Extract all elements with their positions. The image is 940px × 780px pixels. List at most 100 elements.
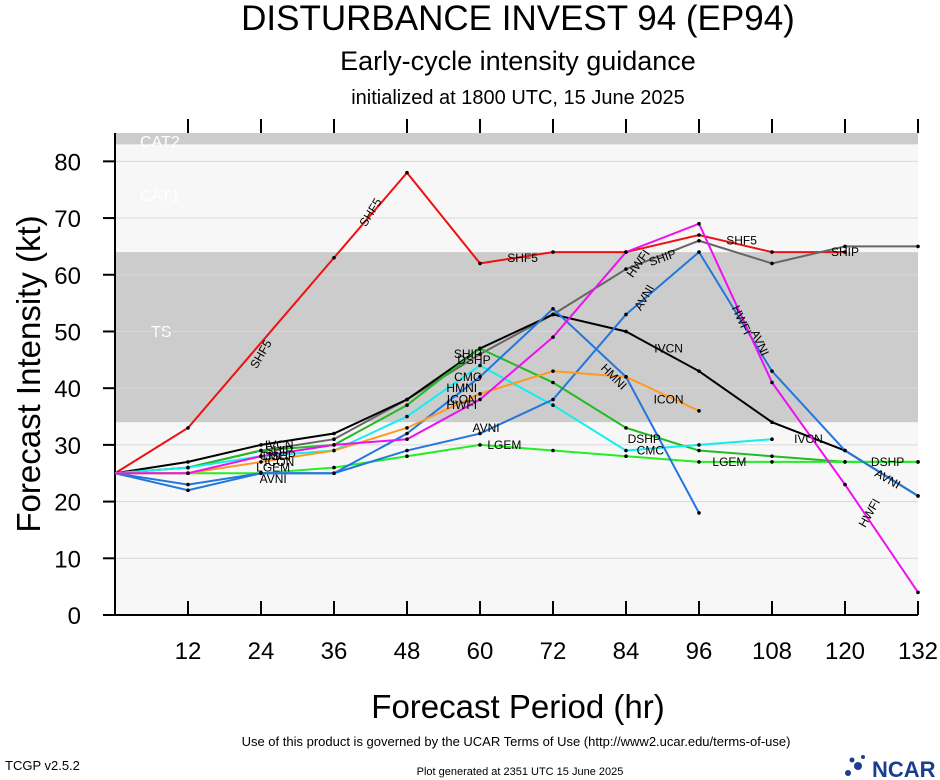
data-point (186, 488, 190, 493)
data-point (478, 392, 482, 396)
data-point (697, 460, 701, 464)
ncar-logo-text: NCAR (872, 757, 936, 780)
data-point (551, 369, 555, 373)
data-point (697, 250, 701, 254)
x-tick-label: 96 (686, 638, 713, 665)
data-point (478, 397, 482, 402)
data-point (624, 454, 628, 459)
data-point (186, 460, 190, 464)
series-label: DSHP (263, 449, 296, 463)
x-tick-label: 60 (467, 638, 494, 665)
data-point (916, 494, 920, 498)
series-label: ICON (654, 393, 684, 407)
data-point (405, 414, 409, 419)
y-tick-label: 20 (54, 490, 81, 517)
data-point (916, 460, 920, 464)
data-point (186, 482, 190, 487)
data-point (332, 443, 336, 447)
band-ts (115, 252, 918, 423)
data-point (551, 312, 555, 317)
data-point (259, 443, 263, 447)
data-point (478, 431, 482, 436)
data-point (478, 352, 482, 356)
band-cat1 (115, 144, 918, 253)
series-line-hwfi (115, 222, 919, 593)
series-line-shf5 (114, 171, 845, 475)
data-point (405, 403, 409, 407)
band-label-cat1: CAT1 (140, 188, 180, 205)
data-point (916, 590, 920, 595)
data-point (186, 465, 190, 470)
data-point (624, 267, 628, 271)
chart-subtitle: Early-cycle intensity guidance (340, 46, 696, 76)
plot-area: TS CAT1 CAT2 12 24 36 48 60 72 84 96 108 120 132 0 10 20… (54, 119, 938, 665)
version-label: TCGP v2.5.2 (5, 758, 80, 773)
y-tick-label: 40 (54, 376, 81, 403)
data-point (551, 380, 555, 385)
x-tick-label: 48 (394, 638, 421, 665)
y-tick-label: 30 (54, 433, 81, 460)
data-point (697, 221, 701, 226)
data-point (624, 250, 628, 254)
data-point (405, 448, 409, 453)
x-tick-label: 132 (898, 638, 938, 665)
series-label: AVNI (260, 472, 287, 486)
y-tick-label: 60 (54, 263, 81, 290)
data-point (843, 482, 847, 487)
data-point (405, 170, 409, 175)
data-point (770, 437, 774, 442)
data-point (624, 312, 628, 317)
data-point (697, 443, 701, 447)
terms-of-use: Use of this product is governed by the U… (242, 734, 791, 749)
data-point (770, 369, 774, 373)
data-point (770, 380, 774, 385)
data-point (551, 335, 555, 339)
x-tick-label: 36 (321, 638, 348, 665)
chart-title: DISTURBANCE INVEST 94 (EP94) (241, 0, 795, 38)
data-point (624, 426, 628, 430)
data-point (697, 448, 701, 453)
data-point (478, 346, 482, 351)
data-point (332, 431, 336, 436)
data-point (186, 426, 190, 430)
y-tick-label: 10 (54, 546, 81, 573)
series-label: LGEM (487, 438, 521, 452)
data-point (770, 454, 774, 459)
data-point (551, 403, 555, 407)
series-label: IVCN (654, 341, 683, 355)
data-point (478, 261, 482, 266)
series-label: IVCN (265, 438, 294, 452)
data-point (478, 443, 482, 447)
series-line-cmc (114, 364, 773, 475)
data-point (697, 233, 701, 237)
data-point (405, 397, 409, 402)
band-cat2 (115, 133, 918, 145)
series-line-dshp (114, 347, 918, 475)
series-label: IVCN (794, 432, 823, 446)
init-time: initialized at 1800 UTC, 15 June 2025 (351, 87, 685, 109)
data-point (843, 250, 847, 254)
data-point (405, 437, 409, 442)
data-point (843, 448, 847, 453)
series-label: LGEM (256, 461, 290, 475)
data-point (843, 244, 847, 249)
band-label-ts: TS (151, 324, 171, 341)
y-axis-title: Forecast Intensity (kt) (10, 215, 47, 532)
series-label: CMC (637, 444, 665, 458)
series-label: LGEM (712, 455, 746, 469)
series-label: CMC (454, 370, 482, 384)
y-tick-label: 80 (54, 149, 81, 176)
data-point (332, 437, 336, 442)
y-tick-label: 70 (54, 206, 81, 233)
data-point (770, 261, 774, 266)
data-point (405, 454, 409, 459)
x-tick-label: 108 (752, 638, 792, 665)
series-label: DSHP (457, 353, 490, 367)
data-point (624, 375, 628, 379)
data-point (697, 409, 701, 413)
series-label: CMC (260, 449, 288, 463)
data-point (551, 250, 555, 254)
data-point (332, 465, 336, 470)
band-label-cat2: CAT2 (140, 134, 180, 151)
data-point (916, 244, 920, 249)
